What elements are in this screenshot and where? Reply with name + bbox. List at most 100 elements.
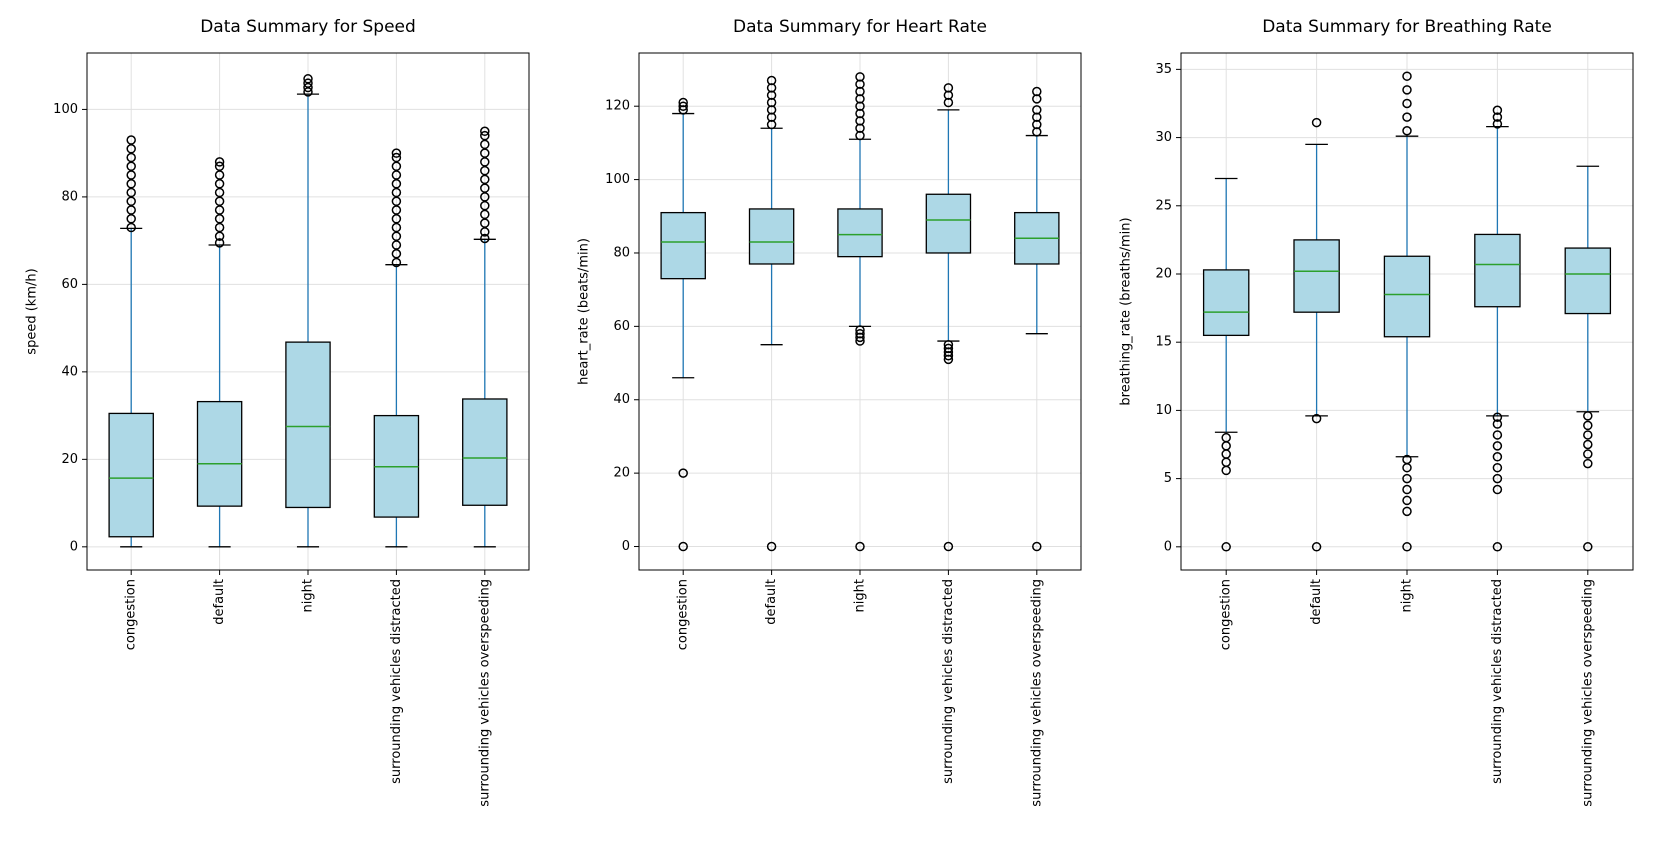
outlier: [1492, 462, 1503, 473]
x-tick-label: default: [1309, 579, 1324, 625]
outlier: [303, 74, 313, 84]
outlier: [1221, 432, 1231, 443]
outlier: [1492, 119, 1503, 129]
y-tick-label: 20: [61, 452, 78, 467]
x-tick-label: night: [853, 579, 868, 612]
x-tick-label: surrounding vehicles overspeeding: [1580, 579, 1595, 807]
x-tick-label: night: [301, 579, 316, 612]
outlier: [214, 157, 225, 167]
outlier: [480, 126, 490, 137]
y-tick-label: 40: [61, 364, 78, 379]
outlier: [766, 541, 777, 552]
y-tick-label: 25: [1155, 198, 1172, 213]
outlier: [126, 135, 136, 145]
outlier: [1583, 458, 1593, 469]
y-tick-label: 10: [1155, 403, 1172, 418]
y-tick-label: 15: [1155, 335, 1172, 350]
box: [1383, 255, 1431, 338]
box: [748, 208, 795, 265]
outlier: [678, 97, 688, 108]
x-tick-label: surrounding vehicles distracted: [389, 579, 404, 784]
outlier: [943, 541, 954, 552]
box: [1293, 239, 1340, 313]
outlier: [1402, 484, 1412, 495]
outlier: [1402, 112, 1412, 122]
outlier: [1402, 71, 1412, 81]
x-tick-label: night: [1400, 579, 1415, 612]
y-tick-label: 120: [605, 99, 630, 114]
box: [837, 208, 883, 258]
outlier: [1492, 430, 1503, 440]
y-tick-label: 60: [61, 277, 78, 292]
panel-title: Data Summary for Breathing Rate: [1262, 17, 1552, 37]
y-tick-label: 60: [613, 319, 630, 334]
outlier: [1402, 506, 1412, 517]
outlier: [1583, 411, 1593, 421]
y-tick-label: 0: [1164, 539, 1172, 554]
outlier: [1032, 541, 1042, 552]
outlier: [1032, 86, 1042, 97]
outlier: [766, 75, 777, 86]
outlier: [1492, 441, 1503, 451]
panel-title: Data Summary for Heart Rate: [733, 17, 987, 37]
box: [1564, 247, 1612, 315]
outlier: [1492, 473, 1503, 484]
outlier: [1492, 542, 1503, 552]
x-tick-label: default: [764, 579, 779, 625]
outlier: [855, 72, 865, 82]
outlier: [1311, 117, 1322, 128]
plot-frame: [86, 52, 530, 571]
box: [925, 193, 972, 254]
outlier: [1221, 542, 1231, 552]
outlier: [1402, 454, 1412, 465]
outlier: [1583, 420, 1593, 431]
outlier: [480, 233, 490, 244]
panel: Data Summary for Heart Rate 0 20 40 60 80 100 1…: [577, 17, 1082, 807]
panel: Data Summary for Breathing Rate 0 5 10 15 20 2…: [1119, 17, 1634, 807]
y-axis-label: heart_rate (beats/min): [577, 238, 592, 385]
x-tick-label: congestion: [676, 579, 691, 650]
outlier: [1311, 413, 1322, 424]
outlier: [1492, 419, 1503, 429]
box: [1474, 233, 1521, 308]
x-tick-label: congestion: [1219, 579, 1234, 650]
outlier: [214, 238, 225, 248]
y-tick-label: 0: [622, 539, 630, 554]
outlier: [1492, 112, 1503, 122]
y-tick-label: 30: [1155, 130, 1172, 145]
box: [462, 398, 508, 506]
outlier: [391, 152, 402, 163]
outlier: [1402, 98, 1412, 109]
box: [1202, 269, 1250, 337]
outlier: [678, 101, 688, 111]
box: [660, 211, 706, 280]
outlier: [943, 343, 954, 354]
y-tick-label: 80: [61, 189, 78, 204]
outlier: [855, 541, 865, 552]
outlier: [1402, 126, 1412, 136]
outlier: [1583, 542, 1593, 552]
outlier: [1402, 85, 1412, 95]
y-axis-label: breathing_rate (breaths/min): [1119, 217, 1134, 405]
outlier: [1583, 449, 1593, 459]
outlier: [855, 328, 865, 339]
x-tick-label: surrounding vehicles overspeeding: [1029, 579, 1044, 807]
y-tick-label: 0: [70, 539, 78, 554]
outlier: [678, 541, 688, 552]
outlier: [1583, 430, 1593, 440]
outlier: [1402, 495, 1412, 506]
y-tick-label: 20: [613, 466, 630, 481]
y-axis-label: speed (km/h): [25, 268, 40, 354]
box: [196, 400, 243, 507]
box: [285, 341, 331, 509]
outlier: [855, 325, 865, 335]
outlier: [1492, 412, 1503, 422]
y-tick-label: 35: [1155, 62, 1172, 77]
outlier: [678, 468, 688, 478]
outlier: [943, 83, 954, 93]
outlier: [1583, 439, 1593, 450]
outlier: [391, 148, 402, 158]
outlier: [480, 130, 490, 141]
outlier: [1492, 105, 1503, 116]
